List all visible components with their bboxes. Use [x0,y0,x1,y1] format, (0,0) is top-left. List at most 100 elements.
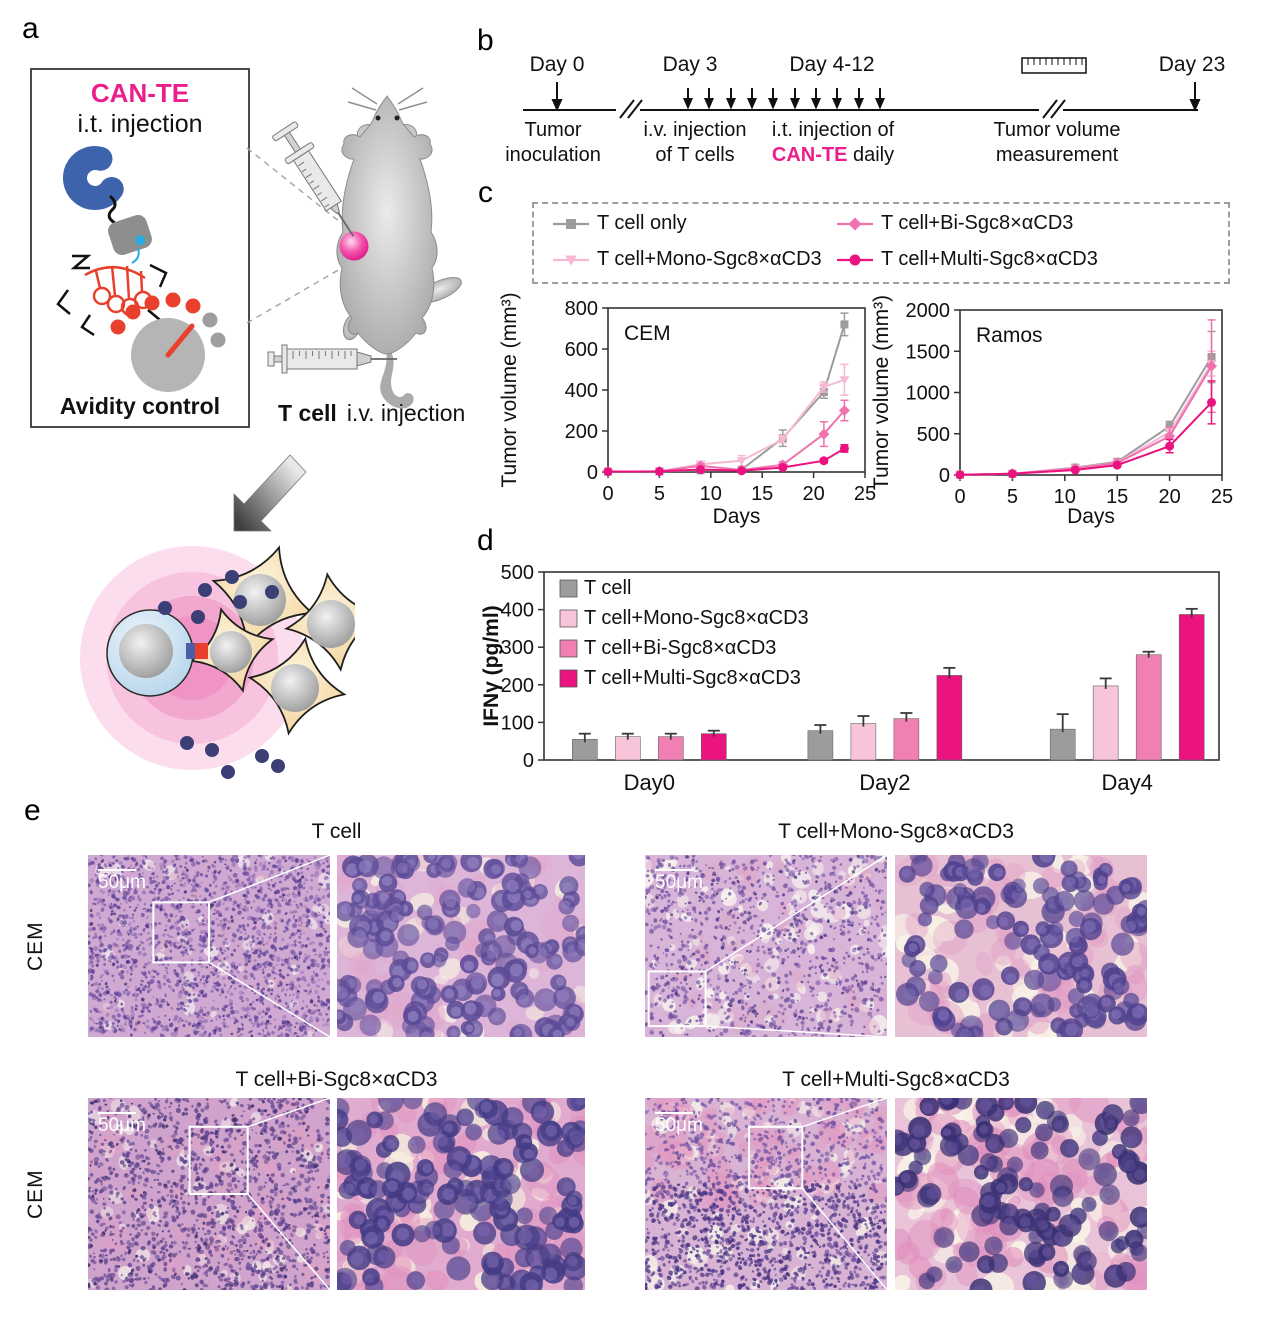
tumor-cell-nucleus [210,631,252,673]
legend-marker-triangle [553,255,589,265]
svg-text:15: 15 [1106,486,1128,508]
histology-image-zoom [337,855,585,1037]
caption-line: Tumor [524,119,582,141]
scalebar-text: 50μm [98,872,146,893]
tcell-tumor-interaction-art [80,525,355,779]
caption-line: Tumor volume [993,119,1121,141]
svg-text:Days: Days [1067,505,1115,528]
svg-text:400: 400 [565,380,598,402]
zoom-callout-line [246,264,348,324]
caption-iv-injection: i.v. injection of T cells [615,118,775,168]
svg-text:Days: Days [713,505,761,528]
scalebar-text: 50μm [98,1115,146,1136]
bracket-icon [70,254,92,270]
scalebar-label: 50μm [655,869,703,893]
panel-label-a: a [22,12,39,45]
ifng-bar-chart: 0 100 200 300 400 500 IFNγ (pg/ml) Day0 Day2 Day4… [468,548,1248,811]
svg-text:0: 0 [939,465,950,487]
legend-item: T cell only [552,212,687,235]
svg-text:0: 0 [587,462,598,484]
it-injection-label: i.t. injection [77,110,203,138]
panel-label-c: c [478,176,493,209]
legend-marker-circle [837,254,873,265]
caption-line: inoculation [505,144,601,166]
scalebar-label: 50μm [98,1112,146,1136]
mouse-body [336,95,438,355]
tumor-cell-nucleus [271,664,319,712]
inset-callout-overlay [188,1098,330,1290]
svg-text:200: 200 [565,421,598,443]
linker-squiggle [107,194,117,225]
cante-accent: CAN-TE [771,144,848,166]
scalebar-label: 50μm [655,1112,703,1136]
scalebar-line [655,869,693,871]
timeline-day0: Day 0 [529,53,585,76]
bracket-icon [149,263,168,288]
legend-label: T cell+Mono-Sgc8×αCD3 [597,248,822,270]
svg-text:100: 100 [501,712,534,734]
whisker [351,87,378,105]
histology-image-zoom [337,1098,585,1290]
svg-text:CEM: CEM [624,322,671,345]
cante-title: CAN-TE [90,78,190,108]
inset-callout-overlay [647,855,887,1037]
adapter-module [108,214,152,256]
cante-molecule-art [56,146,226,392]
svg-text:10: 10 [700,483,722,505]
legend-marker-diamond [837,217,873,230]
svg-text:0: 0 [954,486,965,508]
iv-label: i.v. injection [346,400,466,426]
engager-blue [186,643,195,659]
svg-text:Ramos: Ramos [976,324,1043,347]
histology-title-bi: T cell+Bi-Sgc8×αCD3 [235,1068,438,1091]
svg-text:300: 300 [501,637,534,659]
mouse-tail [380,351,414,409]
scalebar-text: 50μm [655,872,703,893]
timeline-day4-12: Day 4-12 [789,53,875,76]
ramos-tumor-volume-chart: 0 500 1000 1500 2000 0 5 10 15 20 25 Days Tumor volu… [870,290,1268,535]
inset-callout-overlay [152,855,330,1037]
svg-text:800: 800 [565,298,598,320]
mouse-injection-art [246,87,462,409]
histology-pair-tcell: 50μm [88,855,585,1037]
inset-callout-overlay [748,1098,887,1290]
svg-text:600: 600 [565,339,598,361]
caption-tumor-volume: Tumor volume measurement [967,118,1147,168]
tumor-cell-nucleus [307,600,355,648]
svg-text:1000: 1000 [906,383,951,405]
scalebar-line [655,1112,693,1114]
svg-text:0: 0 [523,750,534,772]
histology-title-multi: T cell+Multi-Sgc8×αCD3 [782,1068,1010,1091]
legend-item: T cell+Mono-Sgc8×αCD3 [552,248,822,271]
caption-line: of T cells [655,144,735,166]
svg-text:20: 20 [1158,486,1180,508]
svg-text:Day0: Day0 [624,770,675,795]
legend-marker-square [553,218,589,229]
svg-text:25: 25 [1211,486,1233,508]
down-left-arrow-icon [233,454,307,532]
caption-line: daily [847,144,895,166]
tcell-iv-caption: T cell i.v. injection [278,400,488,427]
panel-label-d: d [477,524,494,557]
legend-item: T cell+Multi-Sgc8×αCD3 [836,248,1098,271]
svg-text:T cell: T cell [584,577,631,599]
avidity-control-label: Avidity control [59,393,221,419]
row-label-cem-2: CEM [24,1169,47,1219]
svg-text:5: 5 [1007,486,1018,508]
ruler-icon [1021,57,1087,74]
svg-text:5: 5 [654,483,665,505]
scalebar-line [98,869,136,871]
caption-tumor-inoculation: Tumor inoculation [483,118,623,168]
svg-text:T cell+Multi-Sgc8×αCD3: T cell+Multi-Sgc8×αCD3 [584,667,801,689]
histology-pair-mono: 50μm [645,855,1147,1037]
svg-text:400: 400 [501,600,534,622]
tcell-label: T cell [278,400,337,426]
timeline-day3: Day 3 [662,53,718,76]
legend-label: T cell only [597,212,687,234]
caption-line: i.v. injection [643,119,747,141]
svg-text:10: 10 [1054,486,1076,508]
legend-item: T cell+Bi-Sgc8×αCD3 [836,212,1073,235]
histology-image-zoom [895,1098,1147,1290]
svg-text:1500: 1500 [906,341,951,363]
avidity-dial [110,292,226,392]
